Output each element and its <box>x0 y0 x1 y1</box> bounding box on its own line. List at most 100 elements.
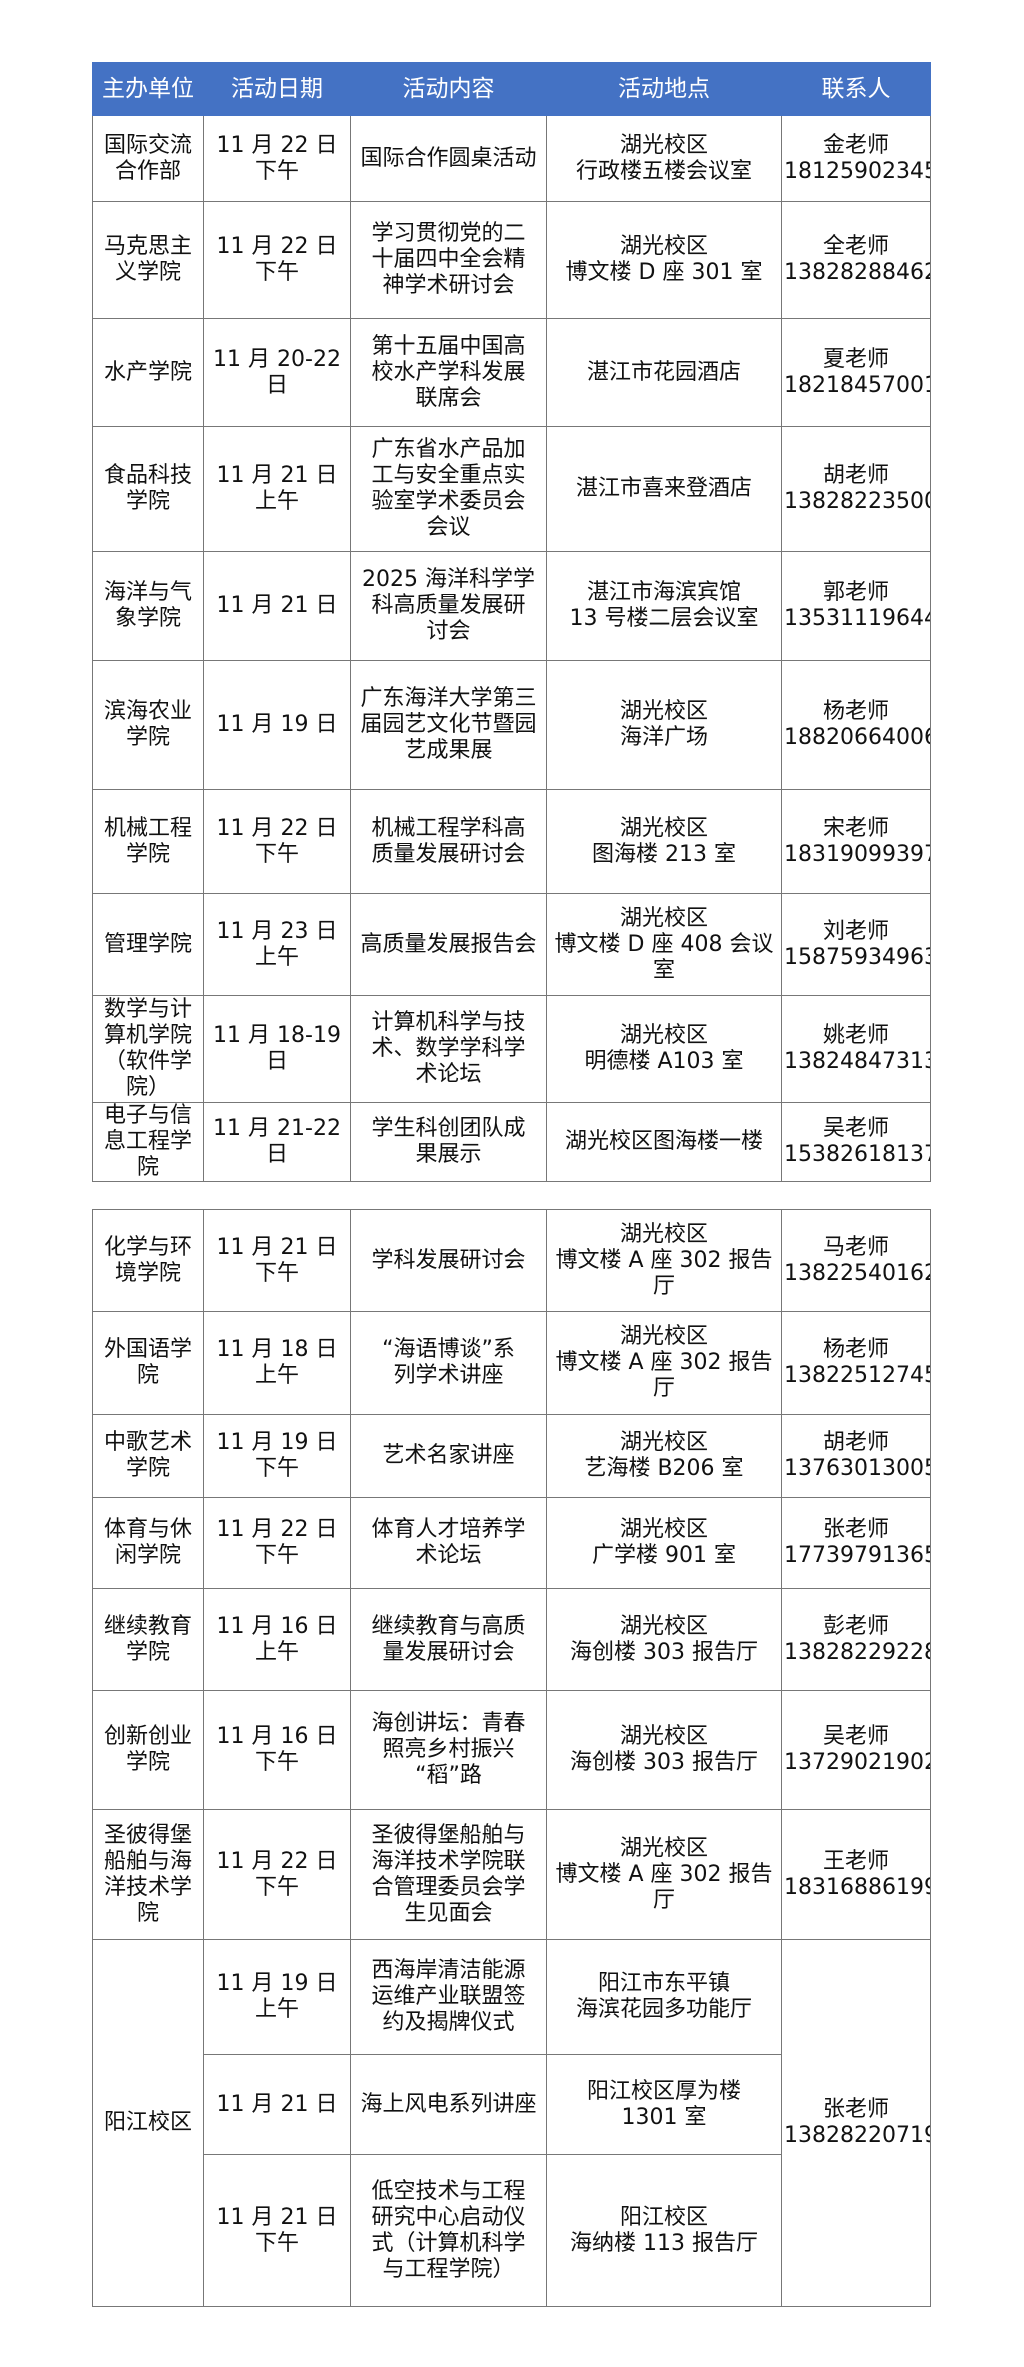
table-row: 水产学院 11 月 20-22 日第十五届中国高 校水产学科发展 联席会 湛江市花园… <box>92 318 931 427</box>
cell-contact: 吴老师 15382618137 <box>781 1102 931 1182</box>
cell-content: 计算机科学与技 术、数学学科学 术论坛 <box>350 995 547 1103</box>
cell-place: 湖光校区 广学楼 901 室 <box>546 1497 782 1589</box>
cell-place: 阳江市东平镇 海滨花园多功能厅 <box>546 1939 782 2055</box>
table-row: 继续教育 学院 11 月 16 日 上午 继续教育与高质 量发展研讨会 湖光校区 海创… <box>92 1588 931 1691</box>
cell-org: 管理学院 <box>92 893 204 996</box>
cell-contact: 马老师 13822540162 <box>781 1209 931 1312</box>
cell-content: 国际合作圆桌活动 <box>350 115 547 202</box>
table-row: 阳江校区 11 月 19 日 上午 西海岸清洁能源 运维产业联盟签 约及揭牌仪式 阳江… <box>92 1939 931 2307</box>
cell-date: 11 月 19 日 上午 <box>203 1939 351 2055</box>
table-row: 11 月 21 日海上风电系列讲座 阳江校区厚为楼 1301 室 <box>93 2054 931 2155</box>
cell-place: 湖光校区 博文楼 A 座 302 报告厅 <box>546 1311 782 1415</box>
cell-content: 学科发展研讨会 <box>350 1209 547 1312</box>
header-date: 活动日期 <box>203 62 351 116</box>
cell-contact: 彭老师 13828229228 <box>781 1588 931 1691</box>
cell-place: 湖光校区 艺海楼 B206 室 <box>546 1414 782 1498</box>
cell-org: 化学与环 境学院 <box>92 1209 204 1312</box>
cell-date: 11 月 19 日 下午 <box>203 1414 351 1498</box>
cell-date: 11 月 20-22 日 <box>203 318 351 427</box>
cell-contact: 张老师 13828220719 <box>781 1939 931 2307</box>
table-row: 机械工程 学院 11 月 22 日 下午 机械工程学科高 质量发展研讨会 湖光校区 图… <box>92 789 931 894</box>
cell-org: 马克思主 义学院 <box>92 201 204 319</box>
cell-date: 11 月 22 日 下午 <box>203 201 351 319</box>
header-org: 主办单位 <box>92 62 204 116</box>
table-row: 滨海农业 学院 11 月 19 日广东海洋大学第三 届园艺文化节暨园 艺成果展 湖光… <box>92 660 931 790</box>
cell-org: 外国语学 院 <box>92 1311 204 1415</box>
table-row: 体育与休 闲学院 11 月 22 日 下午 体育人才培养学 术论坛 湖光校区 广学楼 … <box>92 1497 931 1589</box>
table-row: 圣彼得堡 船舶与海 洋技术学 院 11 月 22 日 下午 圣彼得堡船舶与 海洋技术… <box>92 1809 931 1940</box>
cell-contact: 郭老师 13531119644 <box>781 551 931 661</box>
cell-content: 海创讲坛：青春 照亮乡村振兴 “稻”路 <box>350 1690 547 1810</box>
cell-date: 11 月 21 日 下午 <box>203 2154 351 2307</box>
table-row: 电子与信 息工程学 院 11 月 21-22 日学生科创团队成 果展示 湖光校区图海… <box>92 1102 931 1182</box>
cell-place: 湖光校区 行政楼五楼会议室 <box>546 115 782 202</box>
cell-contact: 全老师 13828288462 <box>781 201 931 319</box>
cell-org: 海洋与气 象学院 <box>92 551 204 661</box>
table-row: 中歌艺术 学院 11 月 19 日 下午 艺术名家讲座 湖光校区 艺海楼 B206 室… <box>92 1414 931 1498</box>
header-place: 活动地点 <box>546 62 782 116</box>
cell-place: 湛江市花园酒店 <box>546 318 782 427</box>
cell-date: 11 月 16 日 上午 <box>203 1588 351 1691</box>
cell-org: 阳江校区 <box>92 1939 204 2307</box>
cell-org: 滨海农业 学院 <box>92 660 204 790</box>
cell-contact: 杨老师 18820664006 <box>781 660 931 790</box>
cell-contact: 张老师 17739791365 <box>781 1497 931 1589</box>
cell-date: 11 月 21 日 <box>203 2054 351 2155</box>
cell-date: 11 月 19 日 <box>203 660 351 790</box>
cell-place: 阳江校区厚为楼 1301 室 <box>546 2054 782 2155</box>
table-row: 马克思主 义学院 11 月 22 日 下午 学习贯彻党的二 十届四中全会精 神学术研… <box>92 201 931 319</box>
cell-content: 圣彼得堡船舶与 海洋技术学院联 合管理委员会学 生见面会 <box>350 1809 547 1940</box>
cell-date: 11 月 21 日 <box>203 551 351 661</box>
table-row: 国际交流 合作部 11 月 22 日 下午 国际合作圆桌活动 湖光校区 行政楼五楼会议… <box>92 115 931 202</box>
header-content: 活动内容 <box>350 62 547 116</box>
cell-date: 11 月 23 日 上午 <box>203 893 351 996</box>
cell-org: 食品科技 学院 <box>92 426 204 552</box>
cell-place: 湖光校区图海楼一楼 <box>546 1102 782 1182</box>
cell-content: 2025 海洋科学学 科高质量发展研 讨会 <box>350 551 547 661</box>
cell-org: 继续教育 学院 <box>92 1588 204 1691</box>
activity-table-part-1: 主办单位 活动日期 活动内容 活动地点 联系人 国际交流 合作部 11 月 22 … <box>92 62 931 1182</box>
cell-date: 11 月 22 日 下午 <box>203 789 351 894</box>
table-row: 管理学院 11 月 23 日 上午 高质量发展报告会 湖光校区 博文楼 D 座 408… <box>92 893 931 996</box>
activity-table-part-2: 化学与环 境学院 11 月 21 日 下午 学科发展研讨会 湖光校区 博文楼 A 座 … <box>92 1209 931 2307</box>
cell-org: 水产学院 <box>92 318 204 427</box>
header-contact: 联系人 <box>781 62 931 116</box>
cell-content: 继续教育与高质 量发展研讨会 <box>350 1588 547 1691</box>
cell-date: 11 月 22 日 下午 <box>203 115 351 202</box>
cell-content: 体育人才培养学 术论坛 <box>350 1497 547 1589</box>
cell-content: “海语博谈”系 列学术讲座 <box>350 1311 547 1415</box>
cell-contact: 杨老师 13822512745 <box>781 1311 931 1415</box>
cell-place: 湖光校区 海洋广场 <box>546 660 782 790</box>
table-row: 化学与环 境学院 11 月 21 日 下午 学科发展研讨会 湖光校区 博文楼 A 座 … <box>92 1209 931 1312</box>
cell-org: 国际交流 合作部 <box>92 115 204 202</box>
table-row: 食品科技 学院 11 月 21 日 上午 广东省水产品加 工与安全重点实 验室学术委… <box>92 426 931 552</box>
cell-content: 低空技术与工程 研究中心启动仪 式（计算机科学 与工程学院） <box>350 2154 547 2307</box>
table-row: 外国语学 院 11 月 18 日 上午 “海语博谈”系 列学术讲座 湖光校区 博文楼 … <box>92 1311 931 1415</box>
cell-place: 湖光校区 博文楼 A 座 302 报告厅 <box>546 1809 782 1940</box>
cell-contact: 胡老师 13828223500 <box>781 426 931 552</box>
cell-contact: 宋老师 18319099397 <box>781 789 931 894</box>
cell-content: 广东省水产品加 工与安全重点实 验室学术委员会 会议 <box>350 426 547 552</box>
cell-content: 第十五届中国高 校水产学科发展 联席会 <box>350 318 547 427</box>
cell-date: 11 月 21 日 下午 <box>203 1209 351 1312</box>
cell-place: 湖光校区 博文楼 D 座 301 室 <box>546 201 782 319</box>
cell-place: 湖光校区 明德楼 A103 室 <box>546 995 782 1103</box>
cell-content: 广东海洋大学第三 届园艺文化节暨园 艺成果展 <box>350 660 547 790</box>
cell-date: 11 月 21 日 上午 <box>203 426 351 552</box>
cell-contact: 刘老师 15875934963 <box>781 893 931 996</box>
cell-content: 学生科创团队成 果展示 <box>350 1102 547 1182</box>
cell-org: 中歌艺术 学院 <box>92 1414 204 1498</box>
cell-place: 湖光校区 博文楼 A 座 302 报告厅 <box>546 1209 782 1312</box>
table-row: 11 月 21 日 下午 低空技术与工程 研究中心启动仪 式（计算机科学 与工程学… <box>93 2154 931 2307</box>
cell-place: 湖光校区 海创楼 303 报告厅 <box>546 1588 782 1691</box>
cell-content: 艺术名家讲座 <box>350 1414 547 1498</box>
cell-content: 高质量发展报告会 <box>350 893 547 996</box>
table-row: 海洋与气 象学院 11 月 21 日 2025 海洋科学学 科高质量发展研 讨会 湛江… <box>92 551 931 661</box>
cell-date: 11 月 18-19 日 <box>203 995 351 1103</box>
cell-date: 11 月 16 日 下午 <box>203 1690 351 1810</box>
cell-date: 11 月 18 日 上午 <box>203 1311 351 1415</box>
cell-date: 11 月 21-22 日 <box>203 1102 351 1182</box>
cell-content: 西海岸清洁能源 运维产业联盟签 约及揭牌仪式 <box>350 1939 547 2055</box>
cell-contact: 吴老师 13729021902 <box>781 1690 931 1810</box>
cell-place: 湛江市海滨宾馆 13 号楼二层会议室 <box>546 551 782 661</box>
